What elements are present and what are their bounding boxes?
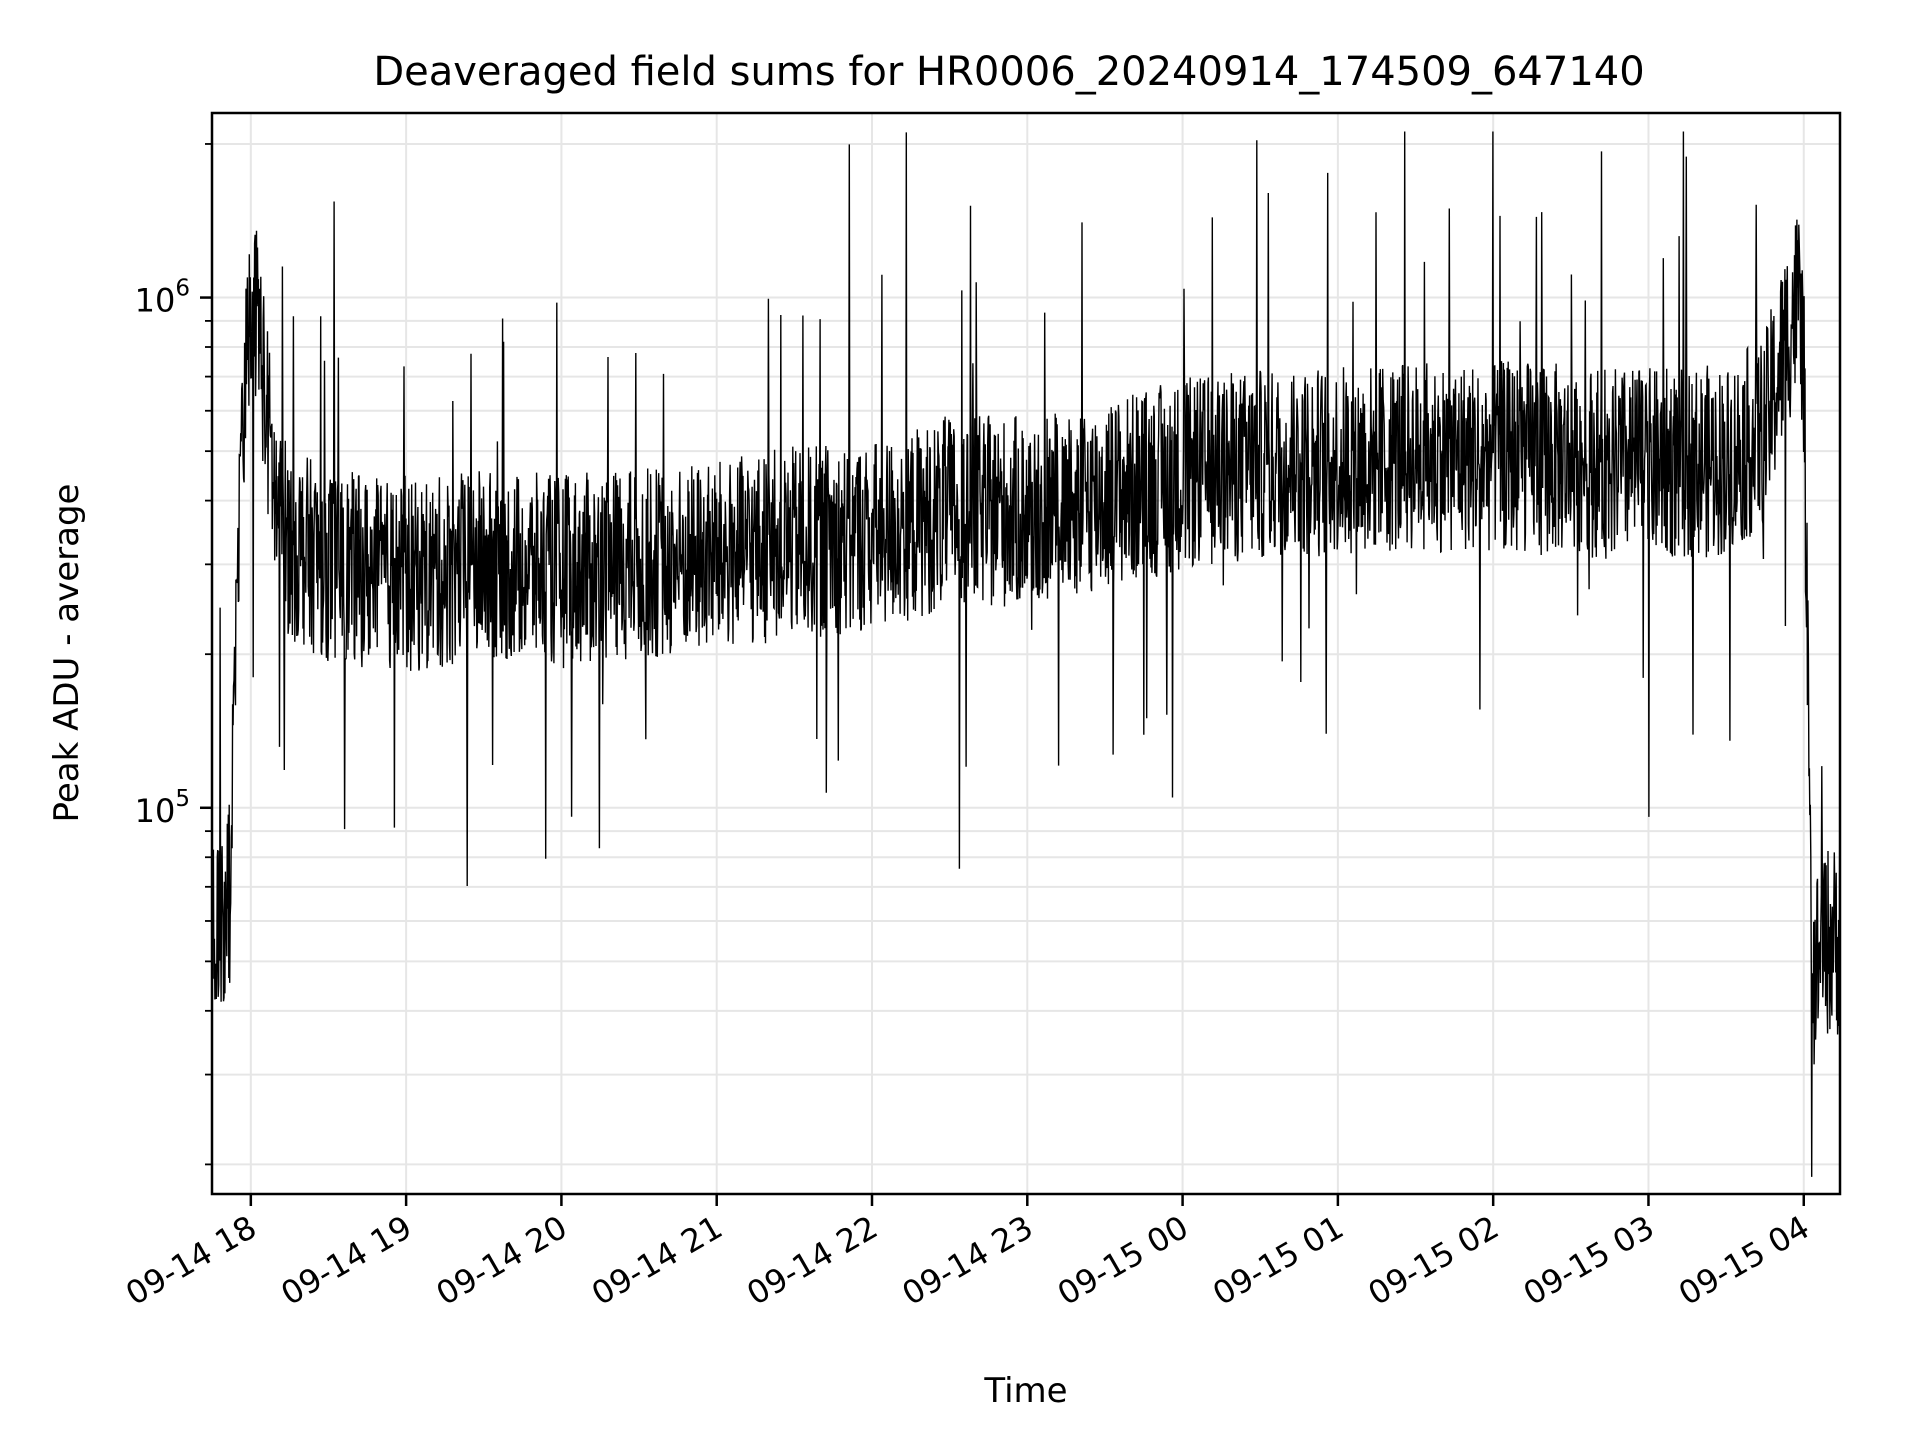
x-axis: 09-14 18 09-14 19 09-14 20 09-14 21 09-14 22… xyxy=(119,1194,1816,1313)
chart-title: Deaveraged field sums for HR0006_2024091… xyxy=(373,49,1644,95)
x-tick-label: 09-15 00 xyxy=(1051,1208,1195,1313)
y-tick-label: 106 xyxy=(135,276,190,320)
x-tick-label: 09-15 02 xyxy=(1362,1208,1506,1313)
x-tick-label: 09-14 18 xyxy=(119,1208,263,1313)
y-axis-label: Peak ADU - average xyxy=(47,484,87,823)
y-axis: 106 105 xyxy=(135,143,212,1166)
x-tick-label: 09-14 23 xyxy=(896,1208,1040,1313)
x-tick-label: 09-14 20 xyxy=(430,1208,574,1313)
y-tick-label: 105 xyxy=(135,786,190,830)
series-layer xyxy=(211,131,1841,1177)
grid xyxy=(212,113,1840,1194)
x-tick-label: 09-15 01 xyxy=(1206,1208,1350,1313)
x-axis-label: Time xyxy=(983,1371,1067,1411)
x-tick-label: 09-14 22 xyxy=(740,1208,884,1313)
x-tick-label: 09-15 03 xyxy=(1517,1208,1661,1313)
x-tick-label: 09-15 04 xyxy=(1672,1208,1816,1313)
series-line xyxy=(211,131,1841,1177)
x-tick-label: 09-14 19 xyxy=(275,1208,419,1313)
x-tick-label: 09-14 21 xyxy=(585,1208,729,1313)
